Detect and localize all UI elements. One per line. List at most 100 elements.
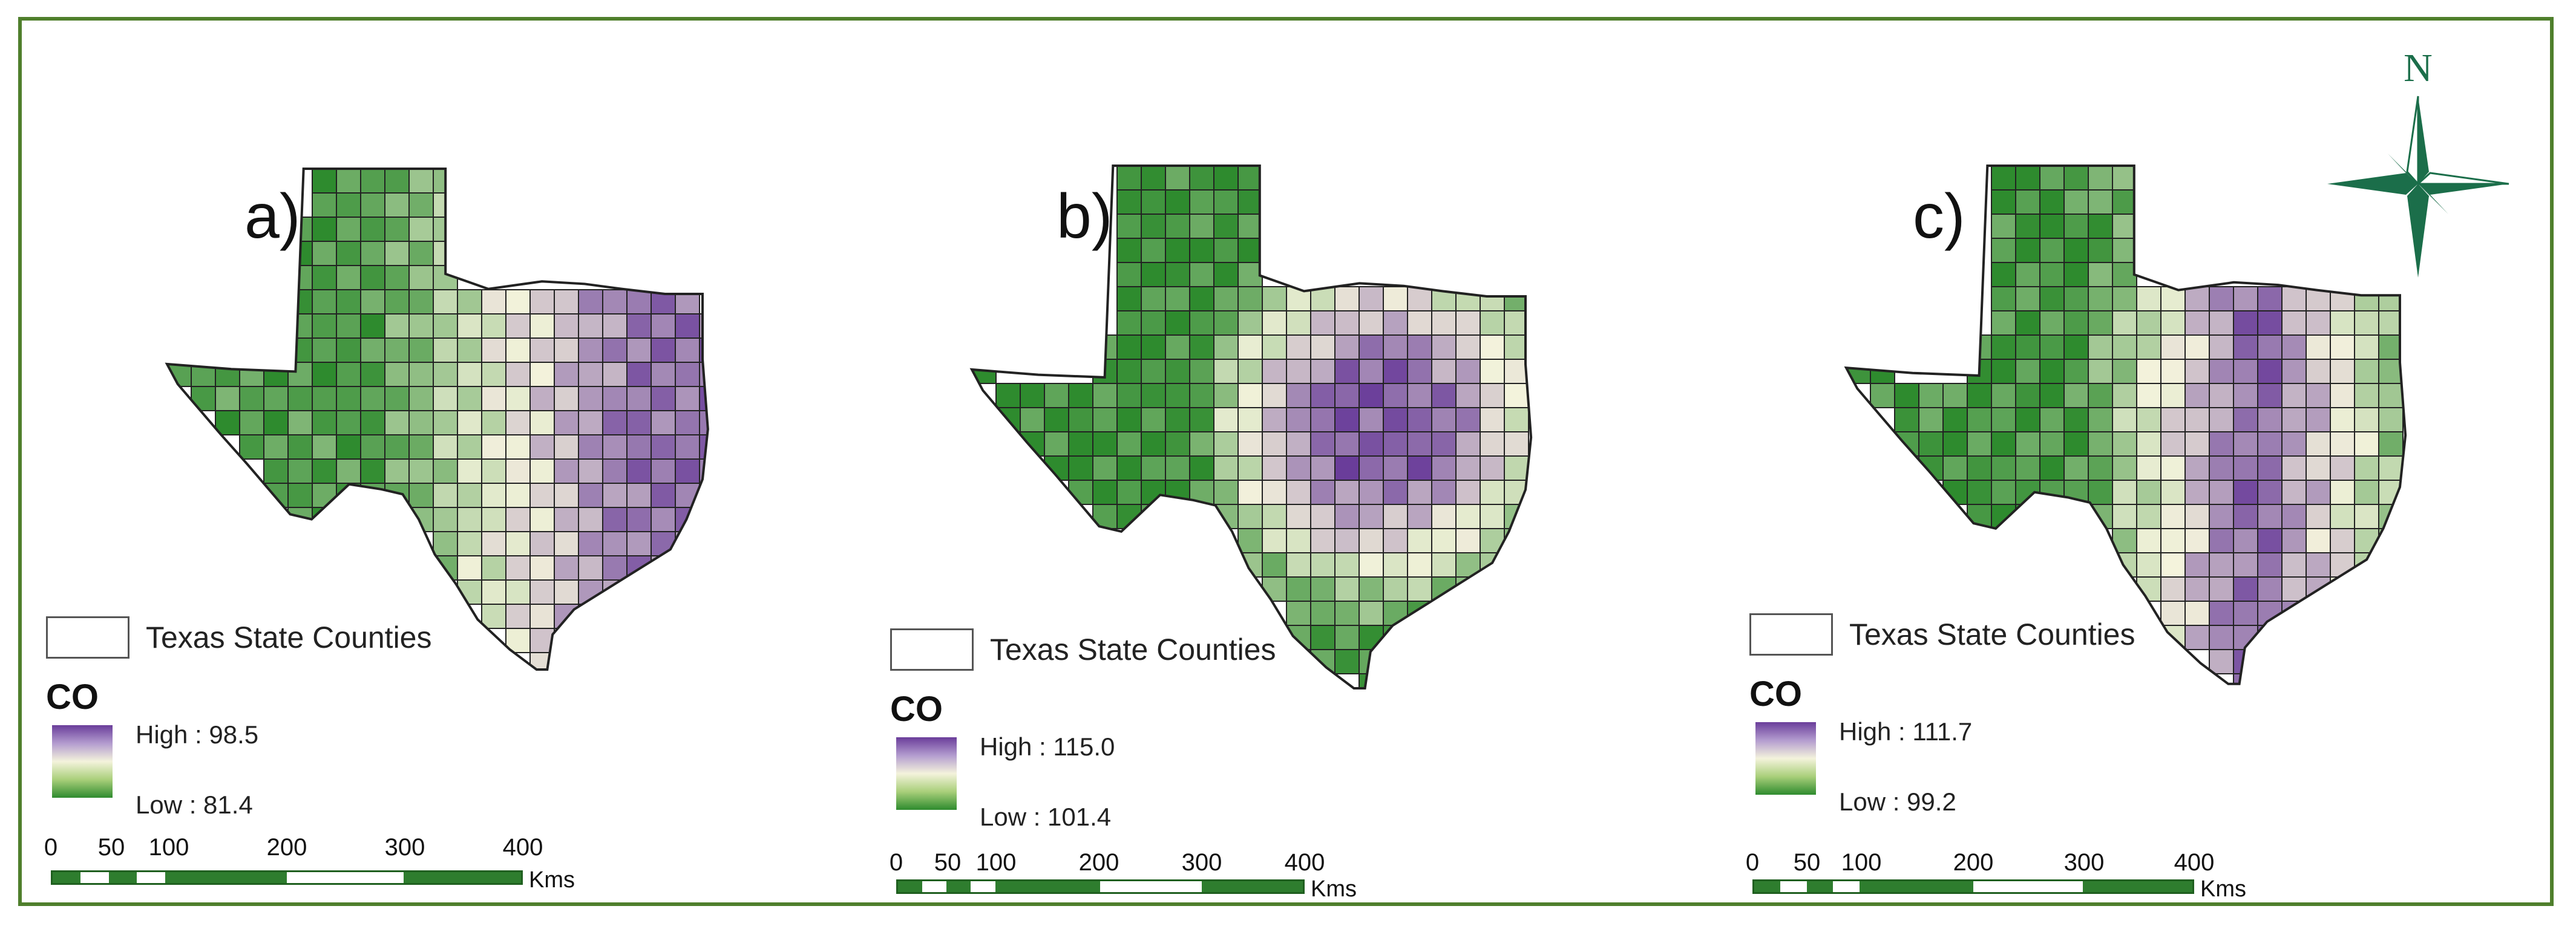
- county-cell: [1092, 407, 1118, 432]
- legend-county-swatch: [46, 616, 129, 659]
- county-cell: [554, 531, 579, 556]
- scale-tick: 50: [1793, 849, 1821, 876]
- county-cell: [287, 289, 313, 315]
- county-cell: [2281, 480, 2307, 505]
- county-cell: [2063, 334, 2089, 360]
- county-cell: [1383, 383, 1408, 408]
- county-cell: [1991, 383, 2016, 408]
- county-cell: [2184, 601, 2210, 626]
- county-cell: [457, 507, 482, 532]
- county-cell: [2088, 431, 2113, 457]
- county-cell: [1286, 576, 1311, 602]
- county-cell: [408, 241, 434, 266]
- county-cell: [1237, 480, 1263, 505]
- county-cell: [2184, 455, 2210, 481]
- county-cell: [1455, 576, 1481, 602]
- county-cell: [1480, 431, 1505, 457]
- county-cell: [675, 410, 700, 435]
- county-cell: [1262, 455, 1287, 481]
- scale-tick: 0: [889, 849, 903, 876]
- county-cell: [2306, 383, 2331, 408]
- county-cell: [1991, 359, 2016, 384]
- county-cell: [1310, 504, 1336, 529]
- county-cell: [2257, 480, 2283, 505]
- county-cell: [2209, 310, 2234, 336]
- county-cell: [2063, 310, 2089, 336]
- county-cell: [1189, 407, 1214, 432]
- scale-tick: 0: [1745, 849, 1760, 876]
- panel-a: a) Texas State Counties CO High : 98.5 L…: [22, 21, 869, 910]
- county-cell: [1092, 455, 1118, 481]
- county-cell: [1358, 359, 1384, 384]
- state-border: [1844, 165, 2407, 685]
- county-cell: [1383, 528, 1408, 553]
- county-cell: [263, 434, 289, 460]
- county-cell: [626, 507, 652, 532]
- county-cell: [554, 313, 579, 339]
- county-cell: [2184, 528, 2210, 553]
- county-cell: [2378, 383, 2404, 408]
- county-cell: [1358, 455, 1384, 481]
- county-cell: [505, 531, 531, 556]
- county-cell: [1189, 455, 1214, 481]
- county-cell: [312, 434, 337, 460]
- county-cell: [2257, 576, 2283, 602]
- county-cell: [2039, 262, 2065, 287]
- county-cell: [312, 241, 337, 266]
- county-cell: [2136, 480, 2161, 505]
- county-cell: [2233, 504, 2258, 529]
- county-cell: [1237, 334, 1263, 360]
- county-cell: [995, 383, 1021, 408]
- county-cell: [1116, 286, 1142, 311]
- county-cell: [1165, 238, 1190, 263]
- county-cell: [312, 483, 337, 508]
- texas-map-b: [969, 165, 1533, 689]
- county-cell: [529, 337, 555, 363]
- county-cell: [1116, 166, 1142, 191]
- county-cell: [1358, 480, 1384, 505]
- county-cell: [1092, 480, 1118, 505]
- county-cell: [2330, 310, 2355, 336]
- county-cell: [1262, 407, 1287, 432]
- county-cell: [408, 265, 434, 290]
- county-cell: [1407, 431, 1432, 457]
- county-cell: [1991, 286, 2016, 311]
- county-cell: [1407, 528, 1432, 553]
- county-cell: [1967, 455, 1992, 481]
- scale-tick: 400: [502, 834, 543, 861]
- county-cell: [336, 386, 361, 411]
- panel-label-c: c): [1913, 181, 1965, 252]
- county-cell: [1455, 286, 1481, 311]
- scale-tick: 0: [44, 834, 58, 861]
- county-cell: [2015, 189, 2040, 215]
- county-cell: [1918, 455, 1944, 481]
- county-cell: [2160, 407, 2186, 432]
- county-cell: [433, 507, 458, 532]
- county-cell: [602, 410, 628, 435]
- county-cell: [2160, 576, 2186, 602]
- scale-bar-graphic: [896, 879, 1305, 894]
- county-cell: [433, 410, 458, 435]
- county-cell: [2063, 455, 2089, 481]
- county-cell: [2233, 576, 2258, 602]
- county-cell: [2112, 238, 2137, 263]
- county-cell: [1116, 480, 1142, 505]
- county-cell: [1189, 431, 1214, 457]
- county-cell: [1334, 504, 1360, 529]
- county-cell: [1358, 334, 1384, 360]
- county-cell: [2281, 359, 2307, 384]
- county-cell: [457, 337, 482, 363]
- scale-tick: 100: [975, 849, 1017, 876]
- county-cell: [529, 434, 555, 460]
- county-cell: [675, 337, 700, 363]
- color-ramp: [52, 725, 113, 798]
- county-cell: [312, 289, 337, 315]
- county-cell: [2184, 480, 2210, 505]
- county-cell: [1286, 431, 1311, 457]
- county-cell: [215, 386, 240, 411]
- county-cell: [1286, 407, 1311, 432]
- county-cell: [481, 362, 506, 387]
- county-cell: [2306, 431, 2331, 457]
- county-cell: [529, 652, 555, 670]
- county-cell: [1213, 238, 1239, 263]
